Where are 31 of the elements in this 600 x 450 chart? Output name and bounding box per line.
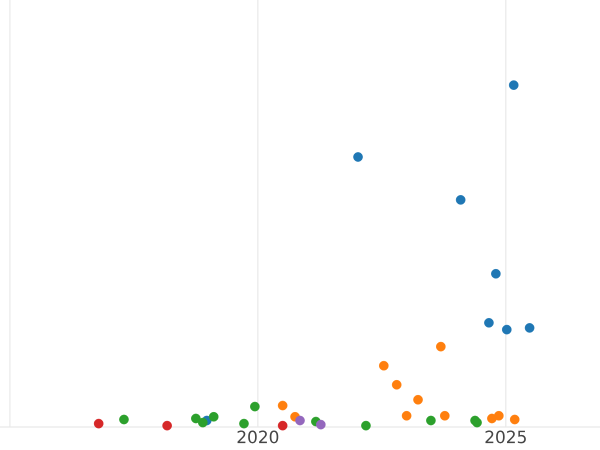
point (436, 342, 446, 352)
point (426, 416, 436, 426)
point (278, 400, 288, 410)
point (353, 152, 363, 162)
point (361, 420, 371, 430)
point (198, 418, 208, 428)
point (119, 414, 129, 424)
point (440, 410, 450, 421)
point (250, 402, 260, 412)
point (239, 418, 249, 428)
point (402, 410, 412, 421)
point (208, 412, 219, 422)
point (392, 380, 402, 390)
point (191, 414, 201, 424)
x-tick-label: 2020 (238, 430, 278, 444)
point (491, 268, 501, 279)
point (295, 416, 305, 426)
point (413, 394, 423, 405)
point (524, 323, 534, 333)
point (162, 420, 172, 430)
point (502, 324, 512, 334)
point (379, 360, 389, 371)
point (94, 418, 104, 428)
x-tick-label: 2025 (485, 430, 526, 444)
point (494, 410, 504, 421)
point (456, 195, 466, 205)
point (508, 80, 519, 90)
point (484, 318, 494, 328)
point (316, 420, 326, 430)
point (278, 420, 288, 430)
point (510, 414, 520, 424)
